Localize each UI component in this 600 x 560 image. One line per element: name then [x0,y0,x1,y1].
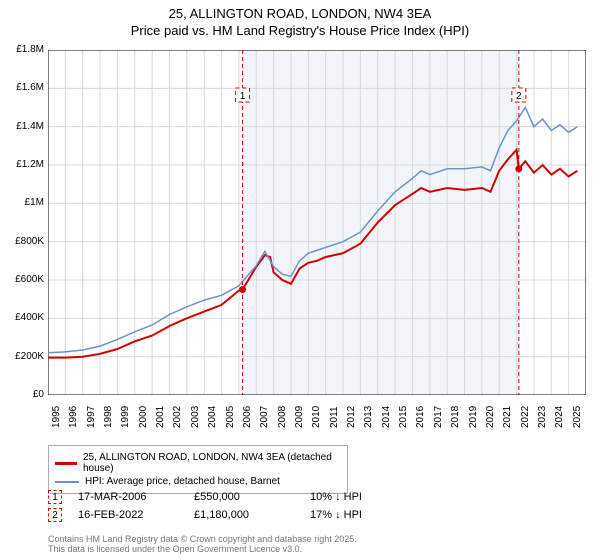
x-tick-label: 2001 [155,406,166,428]
marker-row: 2 16-FEB-2022 £1,180,000 17% ↓ HPI [48,508,410,522]
x-tick-label: 2018 [450,406,461,428]
x-tick-label: 2021 [502,406,513,428]
y-tick-label: £600K [2,274,44,285]
footer-attribution: Contains HM Land Registry data © Crown c… [48,535,357,555]
x-tick-label: 2002 [172,406,183,428]
marker-date: 16-FEB-2022 [78,509,178,521]
x-tick-label: 2020 [485,406,496,428]
x-tick-label: 2014 [381,406,392,428]
x-tick-label: 2025 [572,406,583,428]
x-tick-label: 1996 [68,406,79,428]
x-axis-labels: 1995 1996 1997 1998 1999 2000 2001 2002 2003 2004… [48,398,586,438]
x-tick-label: 2013 [363,406,374,428]
y-tick-label: £1.6M [2,82,44,93]
y-tick-label: £1M [2,197,44,208]
x-tick-label: 2003 [190,406,201,428]
marker-price: £1,180,000 [194,509,294,521]
legend: 25, ALLINGTON ROAD, LONDON, NW4 3EA (det… [48,445,348,494]
y-tick-label: £400K [2,312,44,323]
chart-title: 25, ALLINGTON ROAD, LONDON, NW4 3EA Pric… [0,0,600,40]
legend-swatch-series-0 [55,462,77,465]
marker-price: £550,000 [194,491,294,503]
x-tick-label: 2022 [520,406,531,428]
x-tick-label: 2012 [346,406,357,428]
x-tick-label: 2023 [537,406,548,428]
marker-number-box: 1 [48,490,62,504]
x-tick-label: 2010 [311,406,322,428]
x-tick-label: 2011 [329,406,340,428]
title-line-2: Price paid vs. HM Land Registry's House … [0,23,600,40]
chart-container: 25, ALLINGTON ROAD, LONDON, NW4 3EA Pric… [0,0,600,560]
x-tick-label: 1997 [86,406,97,428]
x-tick-label: 2005 [225,406,236,428]
x-tick-label: 2006 [242,406,253,428]
x-tick-label: 2007 [259,406,270,428]
x-tick-label: 1998 [103,406,114,428]
footer-line-2: This data is licensed under the Open Gov… [48,545,357,555]
x-tick-label: 2016 [415,406,426,428]
legend-row: HPI: Average price, detached house, Barn… [55,476,341,487]
legend-label-series-1: HPI: Average price, detached house, Barn… [85,476,280,487]
title-line-1: 25, ALLINGTON ROAD, LONDON, NW4 3EA [0,6,600,23]
x-tick-label: 2024 [554,406,565,428]
y-tick-label: £1.4M [2,121,44,132]
legend-label-series-0: 25, ALLINGTON ROAD, LONDON, NW4 3EA (det… [83,452,341,474]
marker-date: 17-MAR-2006 [78,491,178,503]
x-tick-label: 1995 [51,406,62,428]
marker-diff: 10% ↓ HPI [310,491,410,503]
y-tick-label: £200K [2,351,44,362]
y-tick-label: £1.2M [2,159,44,170]
marker-table: 1 17-MAR-2006 £550,000 10% ↓ HPI 2 16-FE… [48,490,410,526]
svg-text:2: 2 [516,91,522,102]
x-tick-label: 1999 [120,406,131,428]
x-tick-label: 2019 [468,406,479,428]
x-tick-label: 2008 [277,406,288,428]
legend-row: 25, ALLINGTON ROAD, LONDON, NW4 3EA (det… [55,452,341,474]
y-tick-label: £800K [2,236,44,247]
svg-text:1: 1 [240,91,246,102]
legend-swatch-series-1 [55,481,79,483]
y-tick-label: £1.8M [2,44,44,55]
marker-row: 1 17-MAR-2006 £550,000 10% ↓ HPI [48,490,410,504]
x-tick-label: 2017 [433,406,444,428]
marker-number-box: 2 [48,508,62,522]
chart-plot-area: 12 [48,50,586,395]
x-tick-label: 2004 [207,406,218,428]
x-tick-label: 2015 [398,406,409,428]
marker-diff: 17% ↓ HPI [310,509,410,521]
x-tick-label: 2009 [294,406,305,428]
chart-svg: 12 [48,50,586,395]
x-tick-label: 2000 [138,406,149,428]
y-tick-label: £0 [2,389,44,400]
